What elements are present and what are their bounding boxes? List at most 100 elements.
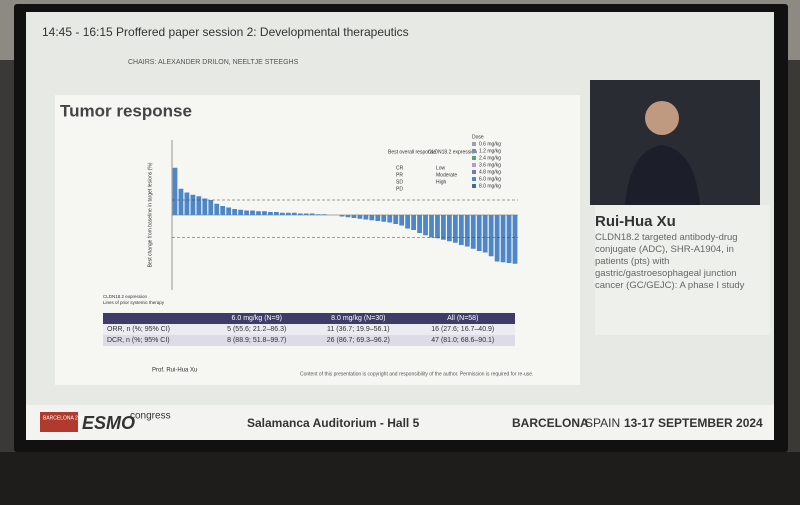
legend-title: Dose <box>472 134 484 140</box>
table-header: 6.0 mg/kg (N=9) 8.0 mg/kg (N=30) All (N=… <box>103 313 515 324</box>
bar <box>429 215 434 238</box>
legend-entry: PD <box>396 186 403 192</box>
bar <box>285 212 291 215</box>
bar <box>232 209 238 215</box>
edition: BARCELONA 2024 <box>43 415 86 421</box>
esmo-badge <box>40 412 78 432</box>
table-cell: 26 (86.7; 69.3–96.2) <box>326 337 390 344</box>
table-cell: 8 (88.9; 51.8–99.7) <box>227 337 287 344</box>
bar <box>339 215 345 217</box>
bar <box>494 215 500 262</box>
legend-entry: PR <box>396 172 403 178</box>
legend-entry: CR <box>396 165 404 171</box>
bar <box>393 215 399 224</box>
legend-swatch <box>472 177 476 181</box>
bar <box>506 215 512 263</box>
bar <box>411 215 416 230</box>
legend-swatch <box>472 170 476 174</box>
talk-title: CLDN18.2 targeted antibody-drug conjugat… <box>595 232 745 291</box>
bar <box>268 212 273 215</box>
presenter: Prof. Rui-Hua Xu <box>152 368 197 374</box>
bar <box>214 203 220 215</box>
bar <box>482 215 488 253</box>
bar <box>452 215 458 243</box>
bar <box>226 207 232 215</box>
bar <box>238 209 243 215</box>
table-header-cell: 6.0 mg/kg (N=9) <box>231 315 282 322</box>
table-row: ORR, n (%; 95% CI) 5 (55.6; 21.2–86.3) 1… <box>103 324 515 335</box>
bar <box>417 215 422 233</box>
bar <box>381 215 387 222</box>
legend-entry: 4.8 mg/kg <box>479 169 501 175</box>
speaker-body <box>625 145 700 205</box>
bar <box>315 214 321 215</box>
legend-entry: 2.4 mg/kg <box>479 155 501 161</box>
legend-swatch <box>472 163 476 167</box>
legend-entry: SD <box>396 179 403 185</box>
bar <box>476 215 482 251</box>
table-cell: 5 (55.6; 21.2–86.3) <box>227 326 287 333</box>
bar <box>256 211 261 215</box>
bar <box>309 213 315 215</box>
copyright: Content of this presentation is copyrigh… <box>300 371 533 377</box>
bar <box>470 215 476 249</box>
speaker-panel <box>595 205 770 335</box>
table-cell: DCR, n (%; 95% CI) <box>107 337 170 344</box>
bar <box>345 215 351 218</box>
bar <box>208 200 214 215</box>
bar <box>351 215 357 218</box>
table-cell: 47 (81.0; 68.6–90.1) <box>431 337 495 344</box>
bar <box>357 215 363 219</box>
bar <box>399 215 405 226</box>
response-table: 6.0 mg/kg (N=9) 8.0 mg/kg (N=30) All (N=… <box>103 313 515 346</box>
legend-swatch <box>472 149 476 153</box>
waterfall-chart: Best change from baseline in target lesi… <box>103 134 518 305</box>
bar <box>375 215 381 221</box>
bar <box>363 215 369 220</box>
event-suffix: congress <box>130 411 171 422</box>
table-cell: ORR, n (%; 95% CI) <box>107 326 171 333</box>
bar <box>291 212 297 215</box>
legend-entry: High <box>436 179 447 185</box>
bar <box>512 215 518 264</box>
table-cell: 16 (27.6; 16.7–40.9) <box>431 326 495 333</box>
stage <box>0 452 800 505</box>
bar <box>303 213 309 215</box>
chairs: CHAIRS: ALEXANDER DRILON, NEELTJE STEEGH… <box>128 59 299 66</box>
bar <box>441 215 446 240</box>
table-row: DCR, n (%; 95% CI) 8 (88.9; 51.8–99.7) 2… <box>103 335 515 346</box>
bar <box>274 212 279 215</box>
legend-swatch <box>472 184 476 188</box>
bar <box>297 213 303 215</box>
bar <box>369 215 375 221</box>
bar <box>202 198 208 215</box>
bar <box>458 215 464 245</box>
legend-swatch <box>472 142 476 146</box>
bar <box>500 215 506 263</box>
legend-entry: Moderate <box>436 172 457 178</box>
session-title: 14:45 - 16:15 Proffered paper session 2:… <box>42 25 409 39</box>
bar <box>244 210 249 215</box>
legend-title: CLDN18.2 expression <box>428 149 477 155</box>
bar <box>488 215 494 257</box>
footer-bar <box>26 405 774 440</box>
speaker-head <box>645 101 679 135</box>
legend-entry: 6.0 mg/kg <box>479 176 501 182</box>
legend-entry: 0.6 mg/kg <box>479 141 501 147</box>
country: SPAIN <box>585 416 620 430</box>
bar <box>196 196 202 215</box>
legend-swatch <box>472 156 476 160</box>
legend-entry: 1.2 mg/kg <box>479 148 501 154</box>
bar <box>250 210 255 215</box>
bar <box>178 188 184 215</box>
bar <box>190 194 196 215</box>
legend-entry: 3.6 mg/kg <box>479 162 501 168</box>
table-header-cell: All (N=58) <box>447 315 479 322</box>
legend-entry: 8.0 mg/kg <box>479 183 501 189</box>
bar <box>321 214 327 215</box>
event: ESMO <box>82 413 135 433</box>
bar <box>464 215 470 247</box>
bar <box>435 215 440 239</box>
row-label: CLDN18.2 expression <box>103 294 148 299</box>
legend-entry: Low <box>436 165 446 171</box>
